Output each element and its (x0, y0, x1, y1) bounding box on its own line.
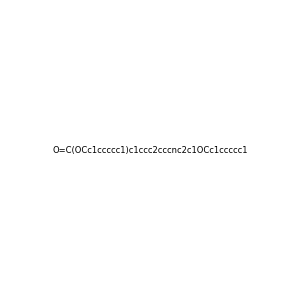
Text: O=C(OCc1ccccc1)c1ccc2cccnc2c1OCc1ccccc1: O=C(OCc1ccccc1)c1ccc2cccnc2c1OCc1ccccc1 (52, 146, 248, 154)
